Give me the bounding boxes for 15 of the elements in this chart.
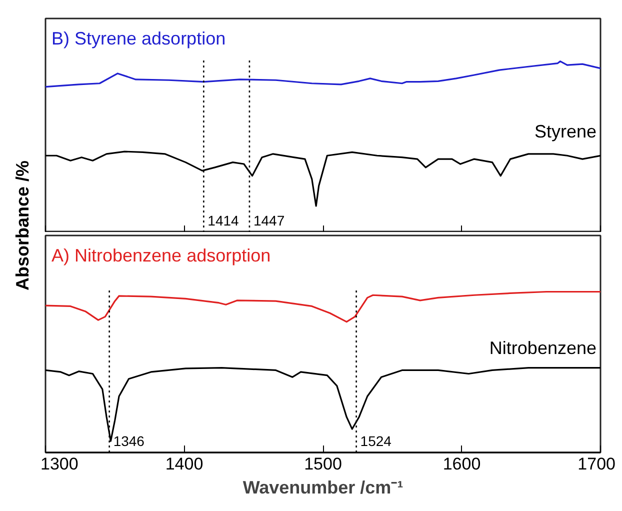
x-tick-label: 1500: [304, 454, 342, 474]
x-tick-label: 1400: [165, 454, 204, 474]
series-label: A) Nitrobenzene adsorption: [52, 246, 271, 266]
ref-line-label: 1524: [360, 433, 392, 450]
series-label: Nitrobenzene: [489, 338, 597, 358]
ref-line-label: 1346: [113, 433, 145, 450]
ref-line-label: 1414: [208, 212, 240, 229]
x-axis-title: Wavenumber /cm⁻¹: [242, 478, 404, 498]
ref-line-label: 1447: [253, 212, 285, 229]
x-tick-label: 1600: [442, 454, 481, 474]
y-axis-title: Absorbance /%: [12, 160, 32, 291]
series-label: B) Styrene adsorption: [52, 28, 226, 48]
x-tick-label: 1300: [40, 454, 78, 474]
series-label: Styrene: [534, 122, 597, 142]
x-tick-label: 1700: [578, 454, 616, 474]
